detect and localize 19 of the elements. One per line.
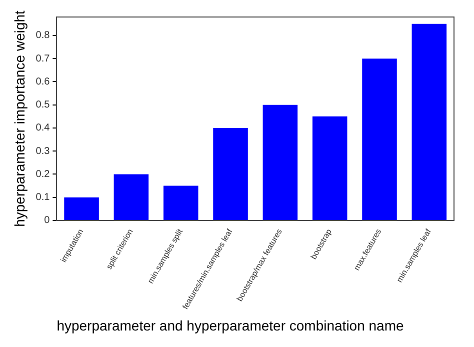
bar — [312, 116, 348, 220]
bar — [262, 104, 298, 220]
bar — [412, 24, 447, 220]
y-tick-label: 0.2 — [36, 168, 50, 180]
y-tick-label: 0 — [44, 215, 50, 226]
bar — [362, 58, 397, 220]
bar — [163, 186, 198, 220]
y-tick-label: 0.8 — [36, 30, 50, 42]
y-tick-label: 0.1 — [36, 192, 50, 204]
bar — [114, 174, 149, 220]
x-axis-title: hyperparameter and hyperparameter combination name — [56, 317, 404, 334]
y-tick-label: 0.3 — [36, 146, 50, 157]
y-tick-label: 0.7 — [36, 53, 50, 64]
bar — [64, 197, 99, 220]
y-axis-title: hyperparameter importance weight — [11, 10, 28, 227]
y-tick-label: 0.4 — [36, 122, 50, 134]
bar — [213, 128, 248, 220]
y-tick-label: 0.6 — [36, 76, 50, 88]
y-tick-label: 0.5 — [36, 100, 50, 111]
